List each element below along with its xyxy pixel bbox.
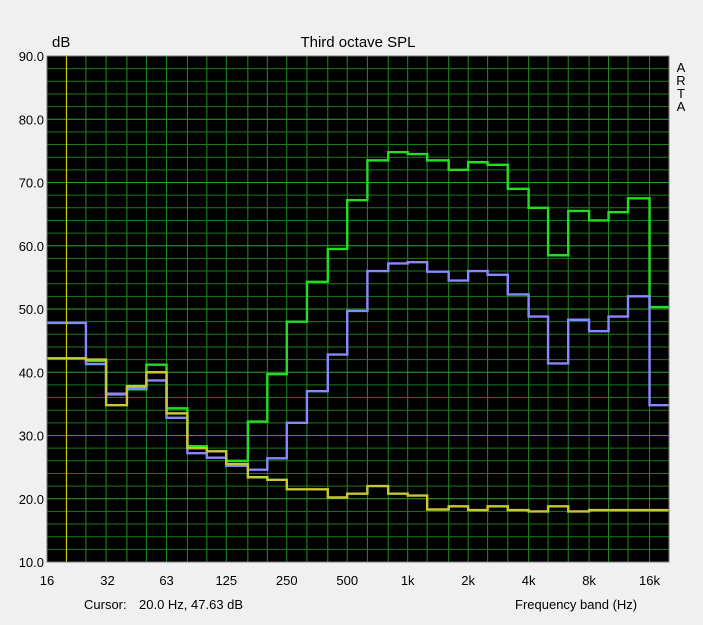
x-tick-label: 4k (522, 573, 536, 588)
y-tick-labels: 90.0 80.0 70.0 60.0 50.0 40.0 30.0 20.0 10.0 (19, 49, 44, 570)
x-tick-label: 2k (461, 573, 475, 588)
x-tick-label: 500 (336, 573, 358, 588)
y-tick-label: 20.0 (19, 492, 44, 507)
x-tick-label: 8k (582, 573, 596, 588)
series-group (47, 150, 669, 513)
x-tick-label: 16 (40, 573, 54, 588)
y-tick-label: 80.0 (19, 112, 44, 127)
x-tick-label: 16k (639, 573, 660, 588)
x-tick-label: 32 (100, 573, 114, 588)
x-tick-label: 1k (401, 573, 415, 588)
cursor-readout: 20.0 Hz, 47.63 dB (139, 597, 244, 612)
frequency-band-label: Frequency band (Hz) (515, 597, 638, 612)
y-tick-label: 10.0 (19, 555, 44, 570)
series-line-3 (47, 357, 669, 513)
arta-brand: A R T A (674, 61, 688, 113)
cursor-label: Cursor: (84, 597, 127, 612)
x-tick-label: 125 (215, 573, 237, 588)
y-tick-label: 30.0 (19, 429, 44, 444)
series-line-1 (47, 150, 669, 462)
brand-letter: T (677, 86, 685, 101)
brand-letter: A (676, 60, 686, 75)
y-tick-label: 90.0 (19, 49, 44, 64)
y-tick-label: 70.0 (19, 176, 44, 191)
brand-letter: A (676, 99, 686, 114)
y-axis-label: dB (52, 34, 70, 51)
x-tick-labels: 16 32 63 125 250 500 1k 2k 4k 8k 16k (40, 573, 661, 588)
grid (46, 55, 670, 563)
x-tick-label: 63 (159, 573, 173, 588)
y-tick-label: 50.0 (19, 302, 44, 317)
plot-border (46, 55, 670, 563)
brand-letter: R (676, 73, 686, 88)
chart-title: Third octave SPL (300, 34, 415, 51)
x-tick-label: 250 (276, 573, 298, 588)
y-tick-label: 40.0 (19, 365, 44, 380)
y-tick-label: 60.0 (19, 239, 44, 254)
